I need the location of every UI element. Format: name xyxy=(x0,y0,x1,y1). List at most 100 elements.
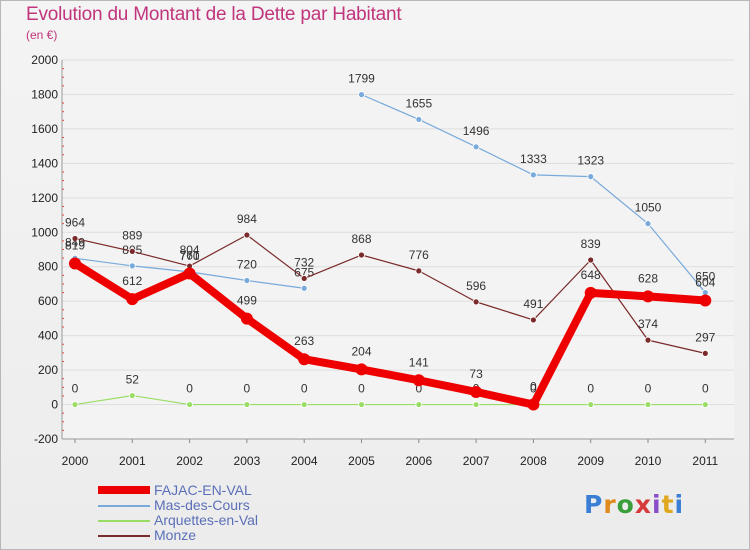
legend-label: Mas-des-Cours xyxy=(154,497,250,513)
data-label-mas-des-cours: 1799 xyxy=(348,72,375,86)
chart-title: Evolution du Montant de la Dette par Hab… xyxy=(26,4,402,25)
data-label-arquettes-en-val: 0 xyxy=(645,382,652,396)
data-label-monze: 297 xyxy=(695,330,715,344)
legend-label: FAJAC-EN-VAL xyxy=(154,482,252,498)
x-tick-label: 2002 xyxy=(176,454,203,468)
data-label-mas-des-cours: 849 xyxy=(65,235,85,249)
data-label-mas-des-cours: 1496 xyxy=(463,124,490,138)
data-label-fajac-en-val: 141 xyxy=(409,355,429,369)
legend-swatch xyxy=(98,486,150,494)
x-tick-label: 2003 xyxy=(234,454,261,468)
data-point-arquettes-en-val xyxy=(415,401,423,408)
data-point-mas-des-cours xyxy=(415,116,423,123)
data-label-mas-des-cours: 1050 xyxy=(635,201,662,215)
y-tick-label: 0 xyxy=(51,398,58,412)
series-line-monze xyxy=(74,234,706,354)
data-point-arquettes-en-val xyxy=(644,401,652,408)
data-point-fajac-en-val xyxy=(240,312,253,325)
data-point-monze xyxy=(128,247,136,255)
data-label-monze: 839 xyxy=(581,237,601,251)
data-point-mas-des-cours xyxy=(472,143,480,151)
data-label-fajac-en-val: 648 xyxy=(581,268,601,282)
data-label-fajac-en-val: 604 xyxy=(695,275,715,289)
data-point-arquettes-en-val xyxy=(300,401,308,408)
data-point-fajac-en-val xyxy=(412,374,425,387)
data-point-monze xyxy=(701,349,709,357)
y-tick-label: 1200 xyxy=(31,191,58,205)
data-label-fajac-en-val: 628 xyxy=(638,271,658,285)
data-label-monze: 732 xyxy=(294,255,314,269)
y-tick-label: 2000 xyxy=(31,53,58,67)
data-label-monze: 804 xyxy=(180,243,200,257)
data-label-monze: 776 xyxy=(409,248,429,262)
data-point-fajac-en-val xyxy=(355,363,368,376)
data-point-monze xyxy=(472,298,480,306)
data-point-fajac-en-val xyxy=(298,353,311,366)
data-label-mas-des-cours: 720 xyxy=(237,258,257,272)
legend-label: Arquettes-en-Val xyxy=(154,512,259,528)
data-point-monze xyxy=(644,336,652,344)
x-tick-label: 2005 xyxy=(348,454,375,468)
x-tick-label: 2000 xyxy=(62,454,89,468)
x-tick-label: 2006 xyxy=(405,454,432,468)
y-tick-label: 800 xyxy=(38,260,58,274)
data-point-fajac-en-val xyxy=(699,294,712,307)
x-tick-label: 2004 xyxy=(291,454,318,468)
data-label-arquettes-en-val: 0 xyxy=(244,382,251,396)
data-point-fajac-en-val xyxy=(527,398,540,411)
data-point-arquettes-en-val xyxy=(186,401,194,408)
data-point-fajac-en-val xyxy=(126,293,139,306)
x-tick-label: 2001 xyxy=(119,454,146,468)
data-label-arquettes-en-val: 52 xyxy=(126,373,140,387)
logo-letter: t xyxy=(661,490,675,519)
data-point-monze xyxy=(530,316,537,324)
y-tick-label: 600 xyxy=(38,294,58,308)
data-point-mas-des-cours xyxy=(358,91,365,99)
y-tick-label: 400 xyxy=(38,329,58,343)
data-label-mas-des-cours: 1655 xyxy=(405,96,432,110)
data-point-arquettes-en-val xyxy=(587,401,595,408)
data-label-fajac-en-val: 499 xyxy=(237,294,257,308)
data-label-arquettes-en-val: 0 xyxy=(587,382,594,396)
data-point-monze xyxy=(243,231,251,239)
data-point-arquettes-en-val xyxy=(358,401,365,408)
logo-letter: i xyxy=(652,490,662,519)
data-point-fajac-en-val xyxy=(584,286,597,299)
data-label-fajac-en-val: 0 xyxy=(530,380,537,394)
data-label-monze: 596 xyxy=(466,279,486,293)
data-point-fajac-en-val xyxy=(642,290,654,303)
data-label-arquettes-en-val: 0 xyxy=(301,382,308,396)
legend-swatch xyxy=(98,535,150,537)
logo-letter: x xyxy=(634,490,652,519)
data-label-fajac-en-val: 819 xyxy=(65,238,85,252)
data-point-mas-des-cours xyxy=(300,284,308,292)
data-label-arquettes-en-val: 0 xyxy=(72,382,79,396)
data-label-fajac-en-val: 263 xyxy=(294,334,314,348)
data-label-mas-des-cours: 770 xyxy=(180,249,200,263)
data-point-mas-des-cours xyxy=(243,277,251,284)
y-tick-label: 200 xyxy=(38,363,58,377)
x-tick-label: 2007 xyxy=(463,454,490,468)
x-tick-label: 2010 xyxy=(635,454,662,468)
data-label-monze: 491 xyxy=(523,297,543,311)
data-point-mas-des-cours xyxy=(128,262,136,270)
data-point-monze xyxy=(71,235,79,242)
y-tick-label: 1800 xyxy=(31,87,58,101)
data-label-monze: 984 xyxy=(237,212,257,226)
data-point-mas-des-cours xyxy=(587,173,595,181)
data-point-fajac-en-val xyxy=(183,267,196,280)
legend-swatch xyxy=(98,520,150,522)
data-point-arquettes-en-val xyxy=(701,401,709,408)
data-label-mas-des-cours: 650 xyxy=(695,270,715,284)
data-label-arquettes-en-val: 0 xyxy=(186,382,193,396)
chart-unit-label: (en €) xyxy=(26,28,58,42)
x-tick-label: 2008 xyxy=(520,454,547,468)
x-tick-label: 2011 xyxy=(692,454,718,468)
data-point-fajac-en-val xyxy=(69,257,81,270)
series-line-arquettes-en-val xyxy=(74,394,706,406)
data-label-arquettes-en-val: 0 xyxy=(702,382,709,396)
data-label-mas-des-cours: 1333 xyxy=(520,152,547,166)
data-point-arquettes-en-val xyxy=(128,392,136,399)
data-label-arquettes-en-val: 0 xyxy=(415,382,422,396)
